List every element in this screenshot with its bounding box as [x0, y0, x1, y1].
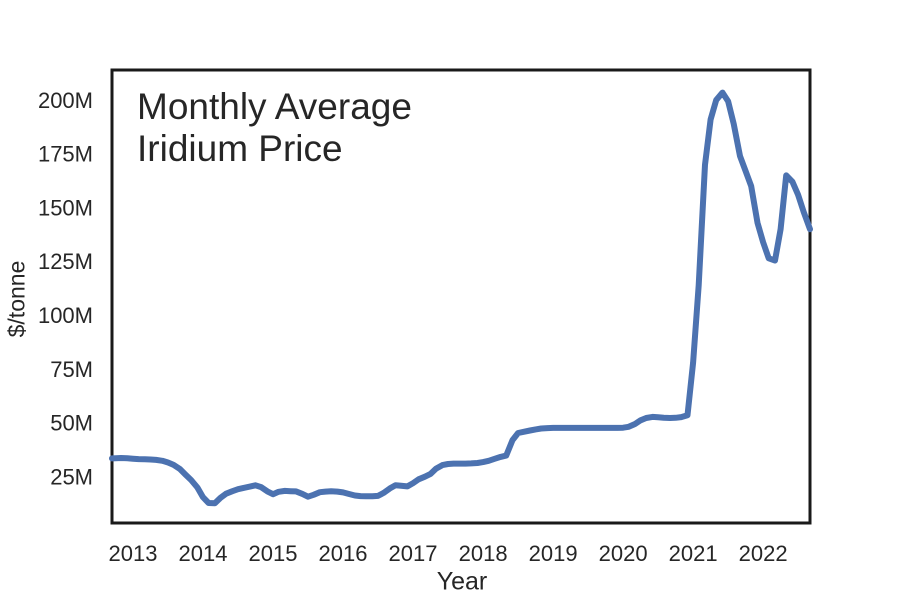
x-axis-tick-labels: 2013 2014 2015 2016 2017 2018 2019 2020 2021 2022 — [109, 541, 788, 566]
x-tick-label: 2018 — [459, 541, 508, 566]
x-tick-label: 2019 — [529, 541, 578, 566]
plot-frame — [110, 68, 812, 525]
y-tick-label: 50M — [50, 411, 93, 436]
x-axis-label: Year — [436, 567, 488, 596]
chart-title-line2: Iridium Price — [137, 128, 343, 169]
chart-title-line1: Monthly Average — [137, 86, 412, 127]
x-tick-label: 2015 — [249, 541, 298, 566]
x-tick-label: 2021 — [669, 541, 718, 566]
x-tick-label: 2016 — [319, 541, 368, 566]
y-tick-label: 100M — [38, 303, 93, 328]
x-tick-label: 2017 — [389, 541, 438, 566]
y-tick-label: 75M — [50, 357, 93, 382]
x-tick-label: 2014 — [179, 541, 228, 566]
x-tick-label: 2022 — [739, 541, 788, 566]
chart-title: Monthly Average Iridium Price — [137, 86, 412, 170]
y-tick-label: 125M — [38, 249, 93, 274]
x-tick-label: 2013 — [109, 541, 158, 566]
x-tick-label: 2020 — [599, 541, 648, 566]
y-tick-label: 150M — [38, 195, 93, 220]
y-axis-tick-labels: 25M 50M 75M 100M 125M 150M 175M 200M — [38, 88, 93, 490]
y-tick-label: 175M — [38, 142, 93, 167]
y-tick-label: 200M — [38, 88, 93, 113]
iridium-price-line — [109, 89, 813, 507]
y-axis-label: $/tonne — [3, 260, 30, 338]
y-tick-label: 25M — [50, 464, 93, 489]
